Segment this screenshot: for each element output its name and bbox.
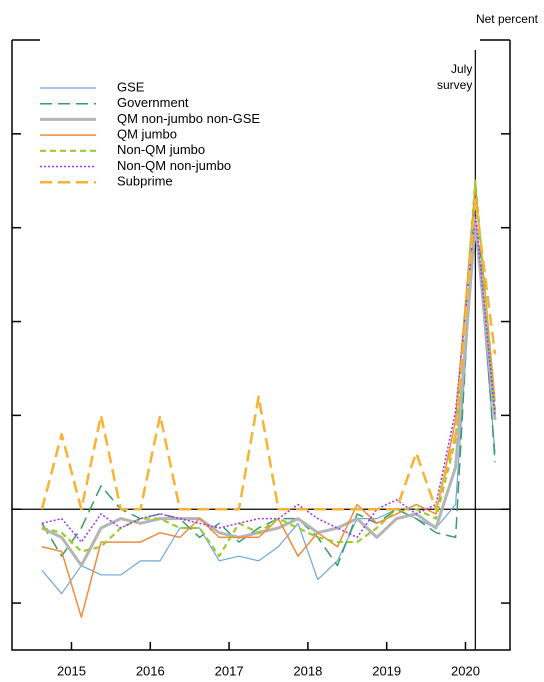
vline-label: July — [451, 62, 472, 76]
legend-label: QM non-jumbo non-GSE — [117, 111, 260, 126]
legend-label: Government — [117, 95, 189, 110]
series-line — [40, 198, 497, 511]
legend-label: Non-QM jumbo — [117, 142, 205, 157]
legend-label: GSE — [117, 79, 145, 94]
series-line — [41, 180, 496, 567]
series-line — [41, 212, 496, 543]
axis-label: Net percent — [476, 12, 539, 26]
legend-label: QM jumbo — [117, 127, 177, 142]
x-tick-label: 2019 — [372, 663, 401, 678]
series-line — [41, 179, 497, 558]
x-tick-label: 2016 — [136, 663, 165, 678]
legend-label: Subprime — [117, 174, 173, 189]
x-tick-label: 2015 — [57, 663, 86, 678]
frame — [11, 39, 511, 651]
vline-label: survey — [437, 78, 472, 92]
legend-label: Non-QM non-jumbo — [117, 158, 231, 173]
series-line — [41, 221, 497, 568]
x-tick-label: 2017 — [215, 663, 244, 678]
series-line — [41, 184, 496, 618]
x-tick-label: 2020 — [451, 663, 480, 678]
x-tick-label: 2018 — [293, 663, 322, 678]
